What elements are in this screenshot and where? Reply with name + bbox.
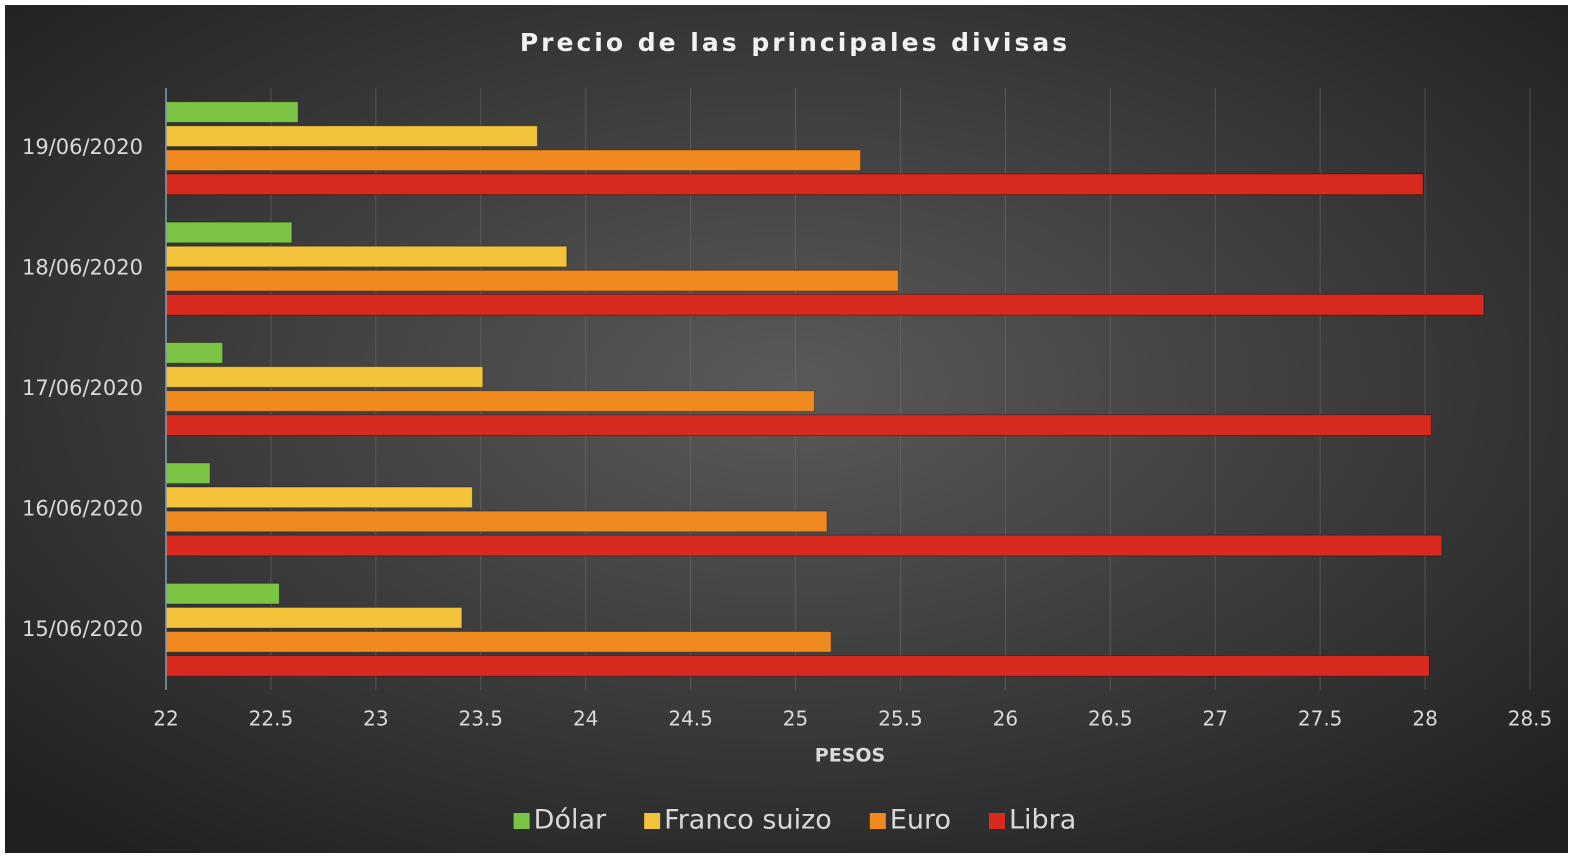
x-tick-label: 25	[783, 707, 808, 731]
y-tick-label: 19/06/2020	[22, 135, 143, 159]
legend-label: Libra	[1009, 805, 1076, 836]
bar	[165, 342, 224, 364]
x-tick-label: 25.5	[878, 707, 923, 731]
bar	[165, 245, 568, 268]
x-tick-label: 26.5	[1088, 707, 1133, 731]
legend-label: Franco suizo	[664, 805, 832, 836]
y-tick-label: 16/06/2020	[22, 496, 143, 520]
bar	[165, 366, 484, 388]
bar	[165, 125, 538, 148]
x-tick-label: 27.5	[1298, 707, 1343, 731]
legend-label: Euro	[890, 805, 951, 836]
x-tick-label: 28.5	[1508, 707, 1553, 731]
bar	[165, 510, 828, 533]
bar	[165, 462, 211, 485]
legend-swatch	[988, 813, 1005, 829]
bar	[165, 630, 832, 653]
y-tick-label: 15/06/2020	[22, 617, 143, 641]
bar	[165, 101, 299, 123]
bar	[165, 221, 293, 244]
bar	[165, 390, 815, 412]
bar	[165, 293, 1485, 316]
x-tick-label: 22.5	[249, 707, 294, 731]
bar	[165, 414, 1432, 436]
bar	[165, 534, 1443, 557]
chart-title: Precio de las principales divisas	[520, 28, 1070, 57]
x-tick-label: 27	[1203, 707, 1228, 731]
x-tick-label: 24	[573, 707, 598, 731]
legend-label: Dólar	[534, 805, 607, 836]
x-tick-label: 28	[1412, 707, 1437, 731]
y-tick-label: 18/06/2020	[22, 256, 143, 280]
x-tick-label: 26	[993, 707, 1018, 731]
y-tick-label: 17/06/2020	[22, 376, 143, 400]
x-tick-label: 23	[363, 707, 388, 731]
x-axis-title: PESOS	[815, 745, 885, 767]
bar	[165, 269, 899, 292]
bar	[165, 173, 1424, 196]
legend-swatch	[644, 813, 661, 829]
bar	[165, 606, 463, 629]
bar	[165, 655, 1430, 677]
x-tick-label: 23.5	[459, 707, 504, 731]
legend-swatch	[513, 813, 530, 829]
x-tick-label: 24.5	[668, 707, 713, 731]
bar	[165, 582, 280, 605]
bar	[165, 486, 473, 509]
legend-swatch	[869, 813, 886, 829]
bar	[165, 149, 862, 172]
x-tick-label: 22	[153, 707, 178, 731]
